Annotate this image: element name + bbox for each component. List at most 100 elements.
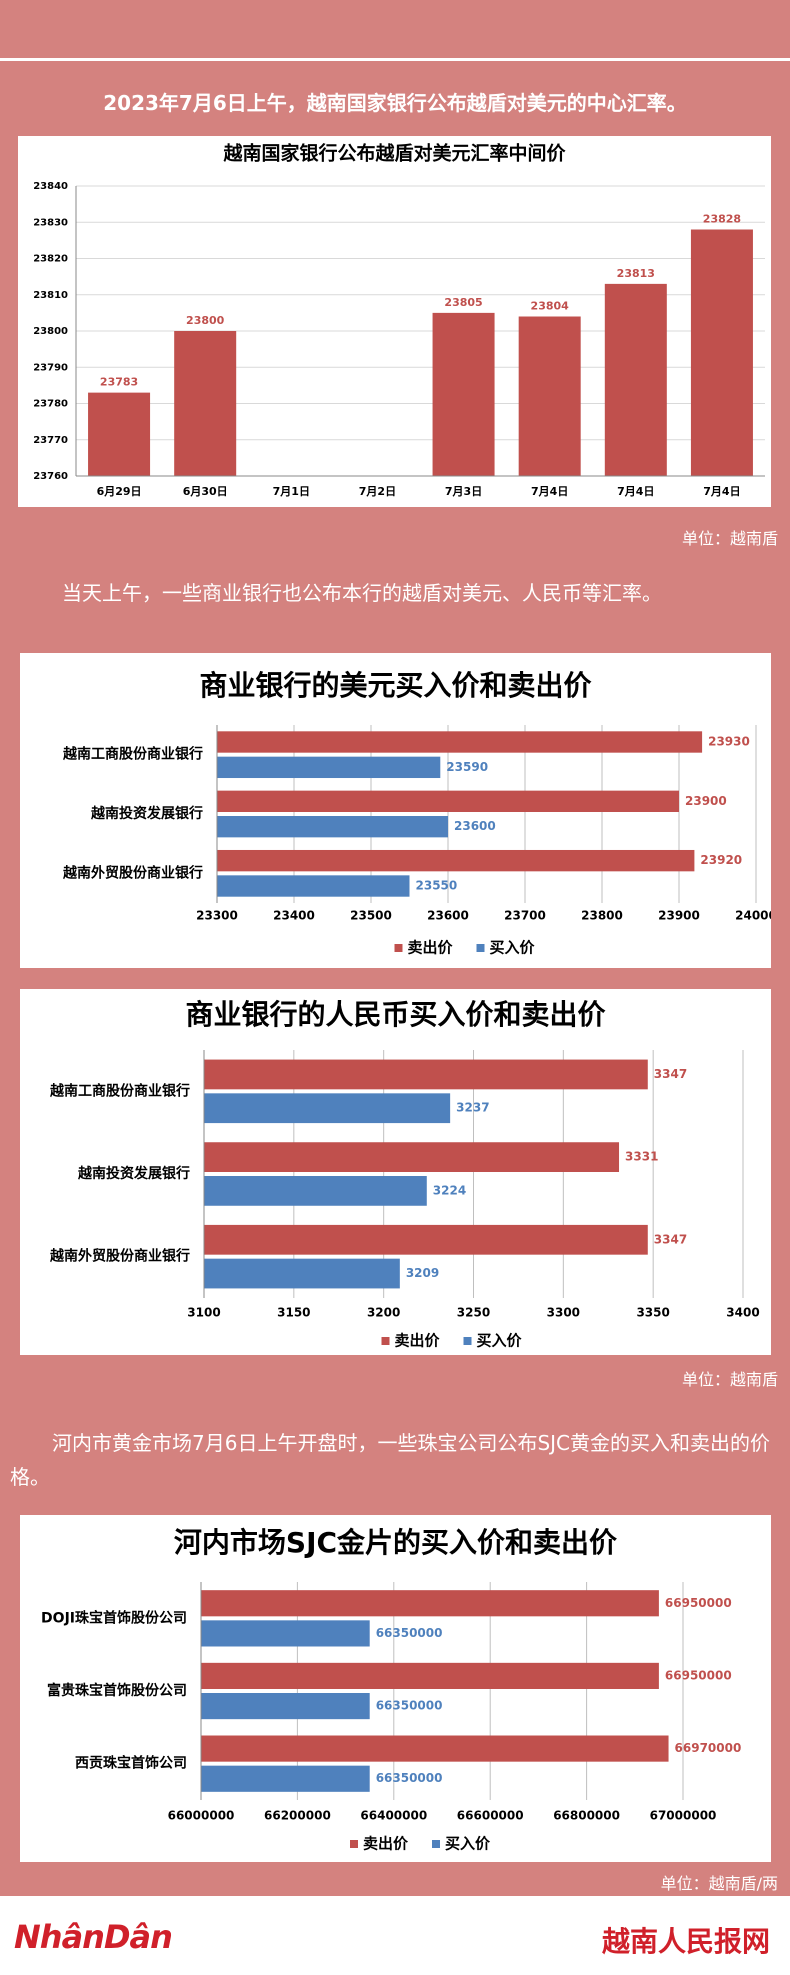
value-label: 23900: [685, 794, 727, 808]
unit-label: 单位：越南盾/两: [660, 1874, 778, 1893]
x-tick-label: 66800000: [553, 1809, 620, 1823]
bar: [174, 331, 237, 476]
top-rule: [0, 58, 790, 61]
x-tick-label: 23400: [273, 909, 315, 923]
bar: [201, 1620, 370, 1647]
bar: [204, 1093, 451, 1124]
value-label: 23828: [703, 213, 741, 226]
x-tick-label: 66000000: [168, 1809, 235, 1823]
category-label: 富贵珠宝首饰股份公司: [47, 1682, 187, 1699]
x-tick-label: 67000000: [650, 1809, 717, 1823]
legend-label: 卖出价: [408, 939, 454, 957]
x-tick-label: 23500: [350, 909, 392, 923]
value-label: 3331: [625, 1150, 658, 1164]
x-tick-label: 23800: [581, 909, 623, 923]
y-tick-label: 23790: [33, 362, 68, 373]
x-tick-label: 6月30日: [183, 485, 228, 498]
category-label: 越南投资发展银行: [77, 1165, 190, 1182]
bar: [201, 1590, 659, 1617]
footer: [0, 1896, 790, 1975]
value-label: 66950000: [665, 1668, 732, 1682]
chart: 越南国家银行公布越盾对美元汇率中间价 23760 23770 23780 23790 23…: [18, 136, 771, 507]
bar: [217, 790, 679, 812]
category-label: 越南外贸股份商业银行: [62, 864, 203, 881]
bar: [201, 1693, 370, 1720]
value-label: 66350000: [376, 1626, 443, 1640]
site-name: 越南人民报网: [601, 1925, 770, 1958]
value-label: 3347: [654, 1067, 687, 1081]
value-label: 66350000: [376, 1699, 443, 1713]
y-tick-label: 23820: [33, 254, 68, 265]
value-label: 23800: [186, 314, 225, 327]
x-tick-label: 7月2日: [359, 485, 396, 498]
y-tick-label: 23770: [33, 435, 68, 446]
legend-label: 买入价: [445, 1835, 491, 1853]
category-label: DOJI珠宝首饰股份公司: [41, 1609, 187, 1626]
paragraph: 2023年7月6日上午，越南国家银行公布越盾对美元的中心汇率。: [103, 91, 687, 115]
logo: NhânDân: [14, 1918, 173, 1956]
x-tick-label: 7月4日: [531, 485, 568, 498]
value-label: 23930: [708, 734, 750, 748]
bar: [432, 312, 495, 476]
chart: 河内市场SJC金片的买入价和卖出价 66000000 66200000 6640000…: [20, 1515, 771, 1862]
x-tick-label: 23300: [196, 909, 238, 923]
x-tick-label: 3250: [457, 1306, 490, 1320]
value-label: 23804: [531, 300, 570, 313]
value-label: 23783: [100, 376, 138, 389]
value-label: 23920: [700, 853, 742, 867]
bar: [217, 731, 703, 753]
y-tick-label: 23800: [33, 326, 68, 337]
paragraph: 河内市黄金市场7月6日上午开盘时，一些珠宝公司公布SJC黄金的买入和卖出的价格。: [10, 1431, 771, 1489]
chart-title: 商业银行的人民币买入价和卖出价: [185, 998, 606, 1031]
y-tick-label: 23810: [33, 290, 68, 301]
bar: [204, 1224, 648, 1255]
value-label: 3347: [654, 1232, 687, 1246]
category-label: 越南外贸股份商业银行: [49, 1248, 190, 1265]
x-tick-label: 7月4日: [617, 485, 654, 498]
bar: [201, 1662, 659, 1689]
x-tick-label: 66600000: [457, 1809, 524, 1823]
value-label: 66970000: [675, 1741, 742, 1755]
legend-label: 买入价: [490, 939, 536, 957]
bar: [217, 756, 441, 779]
bar: [604, 283, 667, 476]
x-tick-label: 66200000: [264, 1809, 331, 1823]
legend-swatch: [381, 1337, 390, 1345]
legend-swatch: [432, 1840, 440, 1848]
value-label: 23590: [446, 760, 488, 774]
unit-label: 单位：越南盾: [681, 529, 778, 548]
value-label: 66950000: [665, 1596, 732, 1610]
legend-swatch: [350, 1840, 358, 1848]
bar: [204, 1142, 620, 1172]
x-tick-label: 23600: [427, 909, 469, 923]
bar: [204, 1059, 648, 1090]
value-label: 23600: [454, 819, 496, 833]
value-label: 3209: [406, 1266, 439, 1280]
category-label: 越南工商股份商业银行: [49, 1082, 190, 1099]
bar: [201, 1735, 669, 1762]
x-tick-label: 3400: [726, 1306, 759, 1320]
chart-title: 越南国家银行公布越盾对美元汇率中间价: [222, 142, 566, 165]
bar: [201, 1765, 370, 1792]
bar: [204, 1258, 400, 1289]
legend-swatch: [476, 944, 485, 952]
bar: [217, 875, 410, 897]
chart-title: 商业银行的美元买入价和卖出价: [199, 669, 592, 702]
category-label: 越南工商股份商业银行: [62, 746, 203, 763]
value-label: 66350000: [376, 1771, 443, 1785]
legend-label: 买入价: [477, 1332, 523, 1350]
bar: [217, 816, 448, 838]
chart: 商业银行的人民币买入价和卖出价 3100 3150 3200 3250 3300 3350 3…: [20, 989, 771, 1355]
chart-title: 河内市场SJC金片的买入价和卖出价: [174, 1526, 618, 1559]
x-tick-label: 3150: [277, 1306, 310, 1320]
value-label: 23550: [416, 879, 458, 893]
value-label: 23805: [444, 296, 482, 309]
x-tick-label: 3100: [187, 1306, 220, 1320]
paragraph: 当天上午，一些商业银行也公布本行的越盾对美元、人民币等汇率。: [62, 581, 662, 605]
x-tick-label: 7月1日: [273, 485, 310, 498]
x-tick-label: 3300: [547, 1306, 580, 1320]
bar: [88, 392, 151, 476]
bar: [518, 316, 581, 476]
value-label: 3237: [456, 1101, 489, 1115]
